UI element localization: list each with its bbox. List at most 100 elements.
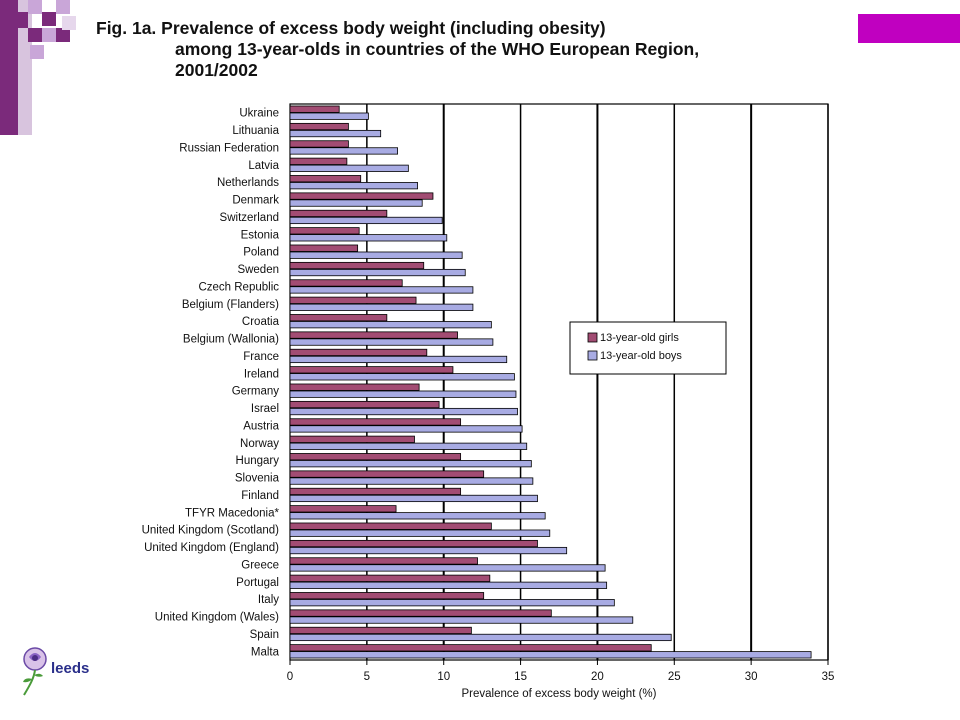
category-label: Portugal [236, 577, 279, 589]
bar-boys [289, 268, 466, 277]
rose-logo-icon [23, 647, 47, 696]
category-label: United Kingdom (Wales) [155, 612, 279, 624]
title-line-2: among 13-year-olds in countries of the W… [175, 39, 700, 59]
category-label: Switzerland [220, 212, 279, 224]
bar-girls [289, 383, 420, 391]
x-tick-label: 25 [668, 671, 681, 683]
bar-boys [289, 112, 369, 120]
x-tick-label: 20 [591, 671, 604, 683]
bar-boys [289, 321, 492, 329]
x-tick-label: 10 [437, 671, 450, 683]
category-label: Germany [232, 386, 280, 398]
deco-square [62, 16, 76, 30]
bar-boys [289, 494, 538, 503]
category-label: Poland [243, 247, 279, 259]
category-label: Spain [250, 629, 279, 641]
bar-boys [289, 234, 448, 242]
bar-girls [289, 453, 462, 461]
bar-boys [289, 581, 608, 589]
bar-girls [289, 192, 434, 200]
category-label: Netherlands [217, 177, 279, 189]
bar-girls [289, 400, 440, 409]
bar-girls [289, 574, 491, 582]
x-tick-label: 35 [822, 671, 835, 683]
bar-girls [289, 244, 359, 252]
bar-girls [289, 140, 349, 148]
bar-girls [289, 157, 348, 165]
x-tick-label: 15 [514, 671, 527, 683]
x-tick-label: 5 [364, 671, 370, 683]
bar-boys [289, 303, 474, 311]
category-label: Latvia [248, 160, 279, 172]
bar-girls [289, 331, 458, 339]
bar-girls [289, 592, 485, 600]
category-label: Czech Republic [198, 281, 279, 293]
category-label: Israel [251, 403, 279, 415]
bar-girls [289, 522, 492, 530]
category-label: Hungary [236, 455, 280, 467]
title-line-1: Fig. 1a. Prevalence of excess body weigh… [96, 18, 606, 38]
legend-label: 13-year-old girls [600, 332, 679, 344]
bar-boys [289, 199, 423, 207]
category-label: Croatia [242, 316, 280, 328]
category-label: Norway [240, 438, 279, 450]
legend [569, 321, 727, 375]
bar-girls [289, 105, 340, 113]
category-label: United Kingdom (Scotland) [142, 525, 280, 537]
bar-boys [289, 633, 672, 642]
bar-girls [289, 296, 417, 304]
bar-boys [289, 407, 518, 416]
bar-boys [289, 355, 508, 364]
deco-square [56, 28, 70, 42]
title-line-3: 2001/2002 [175, 60, 258, 80]
category-label: Austria [243, 420, 279, 432]
category-label: Greece [241, 559, 279, 571]
deco-square [30, 45, 44, 59]
bar-boys [289, 477, 534, 485]
x-axis-label: Prevalence of excess body weight (%) [462, 688, 657, 700]
category-label: Lithuania [232, 125, 279, 137]
category-label: Sweden [237, 264, 279, 276]
category-label: Russian Federation [179, 142, 279, 154]
bar-girls [289, 470, 485, 478]
bar-girls [289, 557, 478, 565]
category-label: Malta [251, 646, 280, 658]
deco-square [28, 0, 42, 14]
bar-girls [289, 644, 652, 652]
legend-swatch [587, 332, 598, 343]
category-label: France [243, 351, 279, 363]
deco-square [28, 28, 42, 42]
x-tick-label: 0 [287, 671, 293, 683]
bar-boys [289, 216, 443, 225]
bar-girls [289, 261, 425, 270]
bar-boys [289, 182, 418, 190]
category-label: United Kingdom (England) [144, 542, 279, 554]
category-label: Finland [241, 490, 279, 502]
deco-square [42, 12, 56, 26]
bar-boys [289, 373, 515, 381]
bar-girls [289, 227, 360, 235]
deco-square [12, 12, 28, 28]
bar-boys [289, 599, 615, 607]
category-label: Denmark [232, 195, 279, 207]
bar-boys [289, 512, 546, 520]
bar-girls [289, 487, 462, 496]
bar-girls [289, 418, 462, 426]
bar-boys [289, 442, 528, 450]
category-label: Ukraine [239, 108, 279, 120]
bar-boys [289, 529, 551, 537]
bar-girls [289, 279, 403, 287]
bar-boys [289, 616, 634, 624]
bar-boys [289, 460, 532, 468]
accent-block [858, 14, 960, 43]
corner-decoration [0, 0, 100, 135]
bar-boys [289, 564, 606, 572]
bar-girls [289, 314, 388, 322]
bar-boys [289, 147, 398, 155]
deco-square [56, 0, 70, 14]
bar-girls [289, 209, 388, 218]
bar-girls [289, 175, 362, 183]
category-label: Belgium (Wallonia) [183, 334, 279, 346]
bar-boys [289, 129, 382, 138]
